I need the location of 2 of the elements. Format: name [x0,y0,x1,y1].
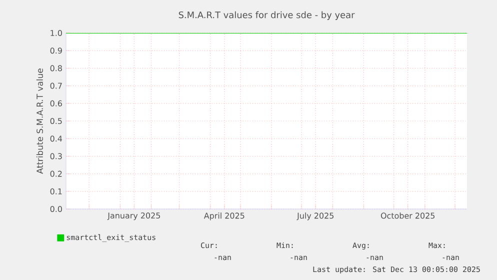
chart-title: S.M.A.R.T values for drive sde - by year [178,11,355,20]
y-axis-title: Attribute S.M.A.R.T value [36,68,43,174]
